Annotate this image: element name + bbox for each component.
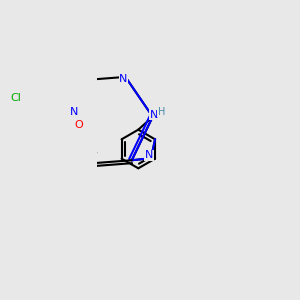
Text: N: N <box>145 150 153 160</box>
Text: N: N <box>119 74 128 84</box>
Text: N: N <box>70 107 78 117</box>
Text: H: H <box>158 106 165 117</box>
Text: N: N <box>149 110 158 120</box>
Text: Cl: Cl <box>10 93 21 103</box>
Text: O: O <box>74 120 83 130</box>
